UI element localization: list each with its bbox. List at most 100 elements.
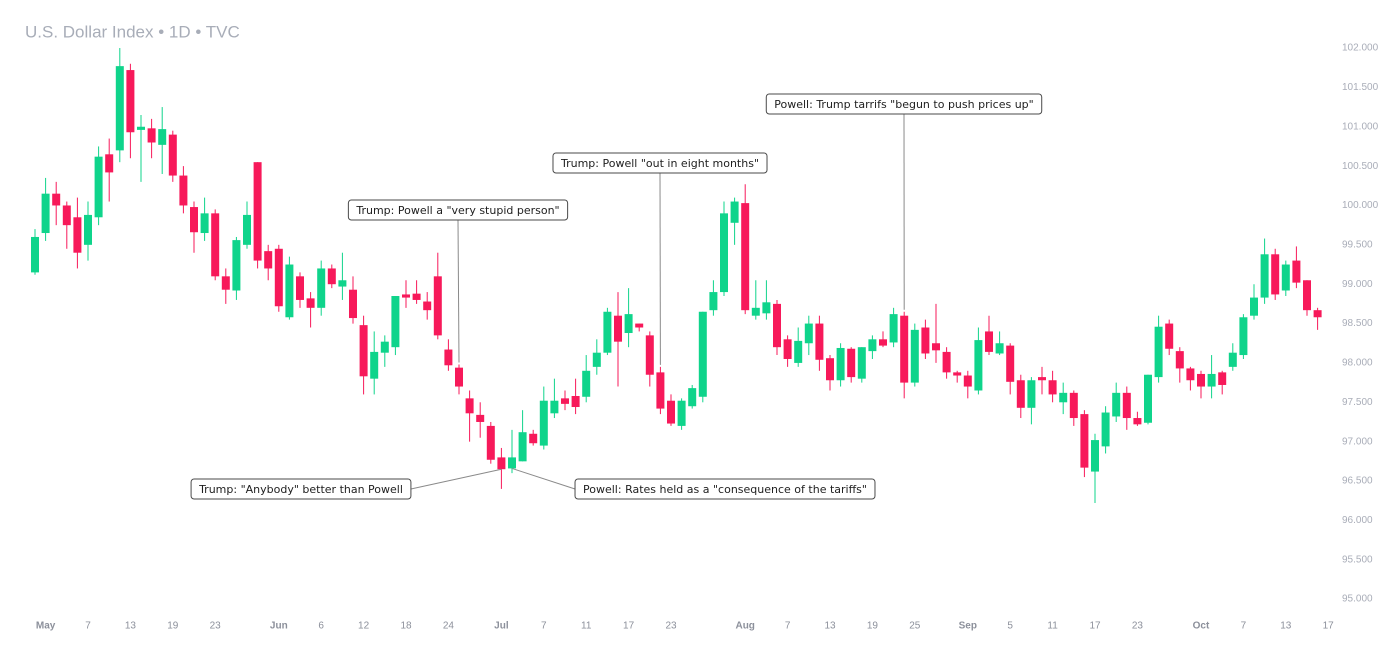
- candle-body: [200, 213, 209, 234]
- annotation: Trump: Powell a "very stupid person": [347, 199, 569, 363]
- candle-body: [338, 280, 347, 287]
- candle-body: [1144, 374, 1152, 423]
- y-tick-label: 99.500: [1342, 239, 1373, 250]
- y-tick-label: 99.000: [1342, 279, 1373, 290]
- candle-body: [433, 276, 442, 336]
- candle-body: [349, 289, 357, 319]
- candle-body: [221, 276, 230, 290]
- candle-body: [995, 343, 1004, 354]
- x-tick-label: 17: [1323, 621, 1335, 632]
- candle-body: [656, 372, 665, 409]
- candle-body: [963, 375, 972, 387]
- candle-body: [932, 343, 940, 351]
- candle-body: [232, 240, 241, 291]
- candle-body: [274, 248, 283, 307]
- candle-body: [497, 457, 506, 470]
- candle-body: [285, 264, 294, 318]
- x-tick-label: 5: [1007, 621, 1013, 632]
- annotation-box: [190, 478, 412, 500]
- annotation: Powell: Trump tarrifs "begun to push pri…: [765, 93, 1043, 310]
- y-tick-label: 95.000: [1342, 594, 1373, 605]
- candle-body: [1154, 326, 1163, 378]
- candle-body: [868, 339, 877, 352]
- candle-body: [709, 292, 718, 311]
- candle-body: [41, 193, 50, 234]
- candle-body: [741, 203, 750, 311]
- candle-body: [402, 294, 410, 298]
- x-tick-label: Aug: [735, 621, 754, 632]
- candle-body: [1271, 254, 1280, 295]
- candle-body: [1059, 392, 1068, 403]
- annotation-box: [574, 478, 876, 500]
- candle-body: [444, 349, 453, 366]
- candle-body: [1165, 323, 1174, 349]
- candle-body: [985, 331, 993, 352]
- y-tick-label: 101.500: [1342, 82, 1379, 93]
- candle-body: [1101, 412, 1110, 447]
- candle-body: [677, 400, 686, 426]
- candle-body: [624, 314, 633, 334]
- y-tick-label: 98.500: [1342, 318, 1373, 329]
- candle-body: [645, 335, 654, 375]
- candle-body: [1313, 310, 1322, 318]
- x-tick-label: 6: [318, 621, 324, 632]
- candle-body: [423, 301, 432, 311]
- candle-body: [1250, 297, 1258, 316]
- candle-body: [635, 323, 644, 328]
- x-tick-label: 19: [167, 621, 179, 632]
- candle-body: [1016, 380, 1025, 408]
- candle-body: [550, 400, 559, 414]
- x-tick-label: 12: [358, 621, 370, 632]
- candle-body: [857, 347, 866, 379]
- candle-body: [253, 162, 262, 261]
- x-tick-label: Oct: [1193, 621, 1210, 632]
- candle-body: [1207, 373, 1216, 387]
- annotation-text: Powell: Trump tarrifs "begun to push pri…: [774, 98, 1033, 111]
- candle-body: [94, 156, 103, 218]
- x-tick-label: Jul: [494, 621, 509, 632]
- x-tick-label: 17: [623, 621, 635, 632]
- candle-body: [603, 311, 612, 353]
- candle-body: [815, 323, 824, 360]
- y-tick-label: 97.000: [1342, 436, 1373, 447]
- candle-body: [370, 351, 379, 379]
- candle-body: [942, 351, 951, 373]
- x-tick-label: 18: [400, 621, 412, 632]
- y-tick-label: 102.000: [1342, 43, 1379, 54]
- candle-body: [84, 214, 92, 245]
- candle-body: [698, 311, 707, 397]
- candle-body: [571, 395, 580, 408]
- y-tick-label: 100.000: [1342, 200, 1379, 211]
- x-tick-label: Sep: [959, 621, 977, 632]
- y-tick-label: 100.500: [1342, 161, 1379, 172]
- candle-body: [1292, 260, 1301, 283]
- candle-body: [561, 398, 569, 404]
- candle-body: [762, 302, 771, 314]
- candle-body: [168, 134, 177, 176]
- x-tick-label: 11: [581, 621, 592, 632]
- candle-body: [730, 201, 739, 223]
- candle-body: [126, 70, 135, 133]
- y-tick-label: 96.000: [1342, 515, 1373, 526]
- candle-body: [179, 175, 188, 206]
- candle-body: [879, 339, 887, 346]
- x-tick-label: 24: [443, 621, 455, 632]
- candle-body: [592, 352, 601, 367]
- x-tick-label: 7: [785, 621, 791, 632]
- candle-body: [476, 414, 485, 422]
- candle-body: [751, 307, 760, 316]
- candle-body: [264, 251, 273, 269]
- x-tick-label: May: [36, 621, 56, 632]
- candle-body: [1006, 345, 1015, 382]
- x-tick-label: 7: [1241, 621, 1247, 632]
- annotation: Trump: "Anybody" better than Powell: [190, 468, 502, 500]
- candle-body: [836, 347, 845, 381]
- x-tick-label: 23: [210, 621, 222, 632]
- candle-body: [804, 323, 813, 344]
- candle-body: [1122, 392, 1131, 419]
- annotation-box: [552, 152, 768, 174]
- candle-body: [190, 207, 198, 233]
- candle-body: [847, 348, 856, 378]
- candle-body: [465, 398, 474, 414]
- candle-body: [1069, 392, 1078, 419]
